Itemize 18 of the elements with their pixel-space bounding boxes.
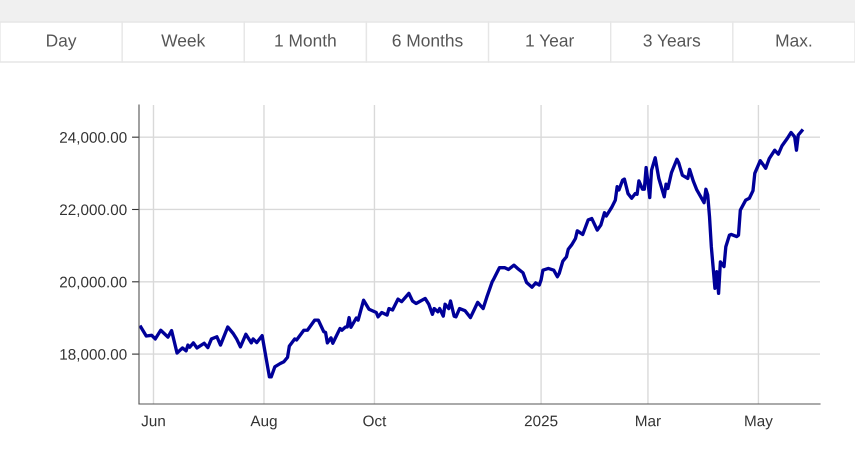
x-tick-label: May [745,416,773,430]
y-tick-label: 20,000.00 [60,276,127,290]
x-tick-label: Oct [363,416,386,426]
y-tick-label: 22,000.00 [60,204,127,217]
text: Day [47,34,76,50]
text: Week [161,34,206,47]
x-tick-label: Jun [141,416,165,426]
y-tick-label: 18,000.00 [60,348,127,362]
text: 1 Year [526,34,574,47]
y-tick-label: 24,000.00 [60,132,127,145]
text: 1 Month [275,34,336,47]
x-tick-label: Aug [250,416,277,430]
x-tick-label: 2025 [524,416,558,426]
text: 6 Months [392,34,463,47]
x-tick-label: Mar [636,416,661,426]
text: Max. [776,34,812,47]
line-series [139,129,804,379]
text: 3 Years [643,34,700,47]
